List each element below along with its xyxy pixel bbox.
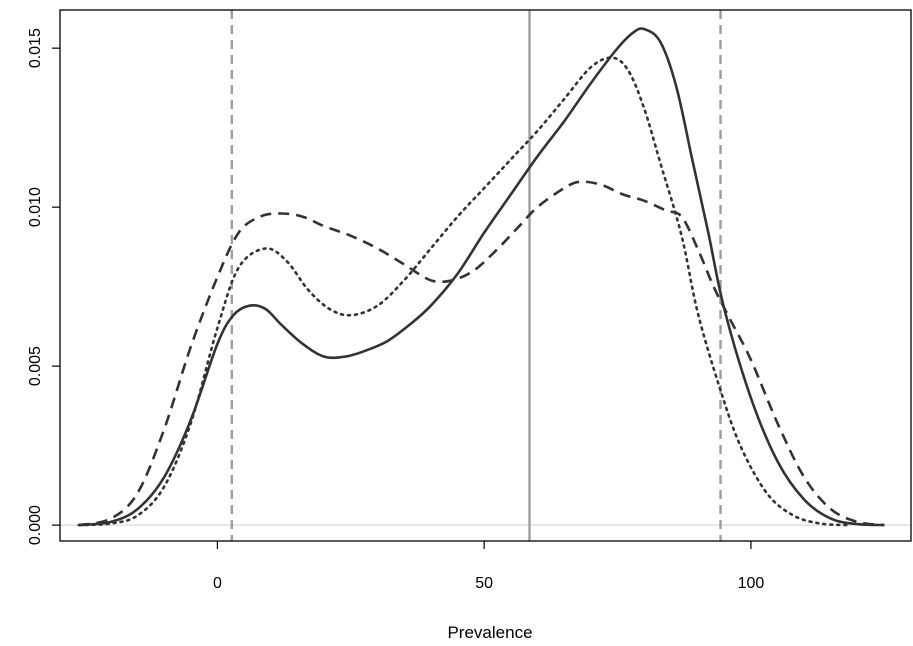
density-series [77, 27, 885, 527]
x-tick-label: 100 [738, 575, 765, 592]
y-tick-label: 0.010 [27, 187, 44, 227]
density-curve-solid [78, 27, 885, 527]
y-tick-label: 0.005 [27, 346, 44, 386]
x-axis: 0 50 100 [213, 541, 764, 592]
y-axis: 0.000 0.005 0.010 0.015 [27, 28, 60, 545]
y-tick-label: 0.000 [27, 505, 44, 545]
x-tick-label: 0 [213, 575, 222, 592]
reference-lines [230, 10, 722, 541]
density-curve-dashed [78, 180, 885, 527]
x-axis-title: Prevalence [447, 623, 532, 642]
plot-frame [59, 9, 912, 542]
density-curve-dotted [77, 56, 849, 527]
y-tick-label: 0.015 [27, 28, 44, 68]
x-tick-label: 50 [475, 575, 493, 592]
